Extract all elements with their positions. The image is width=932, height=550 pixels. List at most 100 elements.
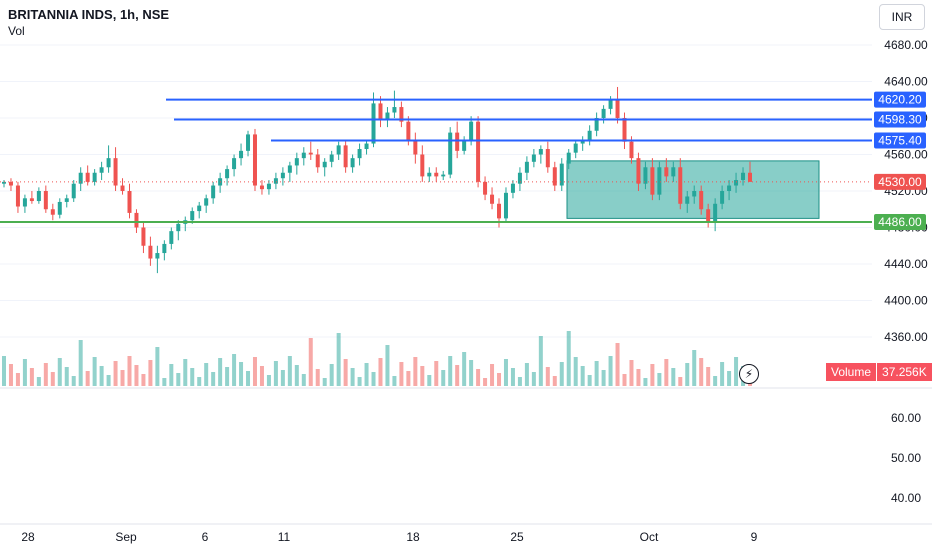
volume-bar	[15, 373, 20, 386]
volume-bar	[50, 372, 55, 386]
volume-bar	[685, 363, 690, 386]
volume-bar	[371, 372, 376, 386]
candle-body	[141, 227, 146, 246]
candle-body	[155, 253, 160, 259]
volume-bar	[378, 358, 383, 386]
candle-body	[378, 103, 383, 120]
candle-body	[190, 211, 195, 221]
candle-body	[371, 103, 376, 144]
lightning-icon[interactable]: ⚡	[739, 364, 759, 384]
candle-body	[434, 172, 439, 177]
candle-body	[273, 178, 278, 184]
candle-body	[622, 118, 627, 142]
volume-bar	[113, 361, 118, 386]
volume-bar	[406, 371, 411, 386]
volume-bar	[211, 372, 216, 386]
candle-body	[8, 181, 13, 186]
volume-bar	[566, 331, 571, 386]
candle-body	[78, 172, 83, 184]
volume-bar	[678, 377, 683, 386]
volume-badge-value: 37.256K	[877, 363, 932, 381]
candle-body	[448, 132, 453, 175]
candle-body	[169, 231, 174, 244]
volume-bar	[64, 367, 69, 386]
volume-bar	[664, 359, 669, 386]
candle-body	[462, 139, 467, 151]
candle-body	[629, 141, 634, 159]
candle-body	[308, 152, 313, 155]
lower-axis-tick: 50.00	[891, 451, 921, 465]
volume-bar	[427, 375, 432, 386]
candle-body	[329, 154, 334, 162]
volume-bar	[134, 365, 139, 386]
volume-bar	[629, 360, 634, 386]
level-price-label: 4620.20	[878, 93, 922, 107]
price-axis-tick: 4680.00	[884, 38, 928, 52]
level-price-label: 4598.30	[878, 113, 922, 127]
candle-body	[225, 169, 230, 179]
volume-bar	[622, 374, 627, 386]
candle-body	[315, 154, 320, 168]
candle-body	[392, 107, 397, 113]
volume-bar	[727, 371, 732, 386]
volume-bar	[434, 361, 439, 386]
candle-body	[120, 185, 125, 191]
price-axis-tick: 4560.00	[884, 148, 928, 162]
candle-body	[657, 167, 662, 195]
candle-body	[748, 172, 752, 182]
candle-body	[469, 121, 474, 140]
candle-body	[490, 194, 495, 204]
volume-bar	[322, 378, 327, 386]
candle-body	[483, 181, 488, 195]
candle-body	[2, 181, 6, 184]
volume-bar	[315, 369, 320, 386]
candle-body	[50, 209, 55, 215]
candle-body	[531, 154, 536, 162]
candle-body	[441, 174, 446, 177]
last-price-label: 4530.00	[878, 175, 922, 189]
volume-bar	[71, 376, 76, 386]
volume-bar	[580, 366, 585, 386]
volume-bar	[510, 368, 515, 386]
volume-bar	[350, 368, 355, 386]
volume-indicator-label[interactable]: Vol	[8, 24, 25, 38]
volume-bar	[266, 375, 271, 386]
volume-bar	[336, 333, 341, 386]
volume-bar	[225, 367, 230, 386]
candle-body	[692, 191, 697, 197]
level-price-label-bg	[874, 132, 926, 149]
currency-button[interactable]: INR	[879, 4, 925, 30]
volume-bar	[469, 360, 474, 386]
volume-bar	[699, 358, 704, 386]
volume-bar	[399, 362, 404, 386]
lower-axis-tick: 60.00	[891, 411, 921, 425]
volume-bar	[280, 370, 285, 386]
volume-bar	[273, 361, 278, 386]
volume-bar	[246, 371, 251, 386]
candle-body	[64, 198, 69, 202]
price-axis-tick: 4360.00	[884, 330, 928, 344]
volume-bar	[615, 343, 620, 386]
x-axis-tick: 25	[510, 530, 524, 544]
volume-bar	[218, 358, 223, 386]
volume-bar	[29, 368, 34, 386]
x-axis-tick: Oct	[640, 530, 659, 544]
volume-bar	[643, 378, 648, 386]
candle-body	[580, 139, 585, 144]
candle-body	[608, 99, 613, 109]
candle-body	[413, 139, 418, 155]
volume-bar	[85, 371, 90, 386]
candle-body	[22, 198, 27, 207]
x-axis-tick: 9	[751, 530, 758, 544]
candle-body	[720, 191, 725, 204]
volume-bar	[552, 376, 557, 386]
candle-body	[497, 203, 502, 219]
candle-body	[552, 167, 557, 186]
volume-bar	[392, 376, 397, 386]
volume-bar	[106, 375, 111, 386]
candle-body	[350, 158, 355, 168]
price-axis-tick: 4400.00	[884, 294, 928, 308]
level-price-label-bg	[874, 214, 926, 231]
level-price-label: 4486.00	[878, 215, 922, 229]
